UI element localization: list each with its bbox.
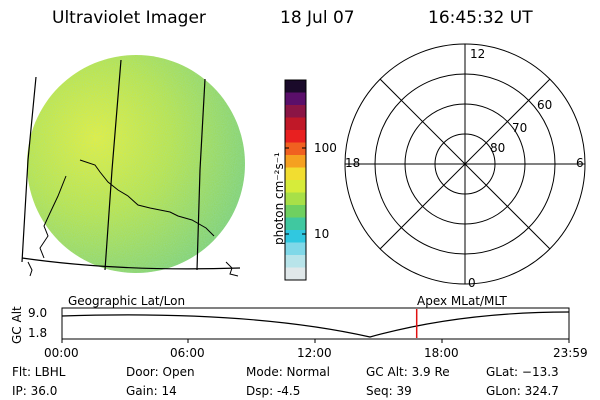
coastlines [27,159,239,277]
instrument-title: Ultraviolet Imager [52,8,206,28]
time-tick-0000: 00:00 [44,346,79,360]
gc-alt-info: GC Alt: 3.9 Re [366,365,450,379]
geographic-grid [21,59,241,271]
colorbar-band [285,130,306,143]
polar-ring-80: 80 [490,141,506,155]
colorbar-band [285,230,306,243]
gc-alt-axis-label: GC Alt [10,306,24,344]
ip-info: IP: 36.0 [12,384,58,398]
polar-label-12: 12 [470,47,486,61]
altitude-plot-frame [61,307,570,340]
altitude-curve [61,311,570,338]
colorbar-tick-10: 10 [314,227,330,241]
polar-ring-70: 70 [512,121,528,135]
gain-info: Gain: 14 [126,384,177,398]
polar-label-6: 6 [576,156,584,170]
polar-label-18: 18 [345,156,361,170]
uv-globe-image [27,55,245,273]
time-tick-2359: 23:59 [553,346,588,360]
colorbar-band [285,242,306,256]
colorbar-band [285,255,306,268]
time-tick-1800: 18:00 [424,346,459,360]
colorbar-band [285,155,306,168]
geographic-latlon-label: Geographic Lat/Lon [68,294,186,308]
door-info: Door: Open [126,365,195,379]
colorbar-band [285,267,306,281]
colorbar-band [285,117,306,131]
colorbar-band [285,80,306,93]
mode-info: Mode: Normal [246,365,330,379]
colorbar-band [285,180,306,193]
colorbar-band [285,92,306,106]
gc-alt-max: 9.0 [28,306,48,320]
time-label: 16:45:32 UT [428,8,533,28]
colorbar-band [285,105,306,118]
timeline-ticks [61,339,570,343]
gc-alt-min: 1.8 [28,326,48,340]
colorbar-band [285,192,306,206]
date-label: 18 Jul 07 [280,8,355,28]
colorbar-band [285,167,306,181]
glon-info: GLon: 324.7 [486,384,559,398]
time-tick-1200: 12:00 [297,346,332,360]
filter-info: Flt: LBHL [12,365,66,379]
colorbar-tick-100: 100 [314,141,337,155]
apex-mlat-mlt-label: Apex MLat/MLT [417,294,507,308]
color-scale-bar [285,80,306,281]
colorbar-band [285,205,306,218]
polar-ring-60: 60 [537,98,553,112]
colorbar-band [285,142,306,156]
polar-label-0: 0 [468,276,476,290]
glat-info: GLat: −13.3 [486,365,559,379]
seq-info: Seq: 39 [366,384,412,398]
dsp-info: Dsp: -4.5 [246,384,301,398]
time-tick-0600: 06:00 [170,346,205,360]
polar-grid [344,43,586,285]
colorbar-unit-label: photon cm⁻²s⁻¹ [272,152,286,245]
colorbar-band [285,217,306,231]
